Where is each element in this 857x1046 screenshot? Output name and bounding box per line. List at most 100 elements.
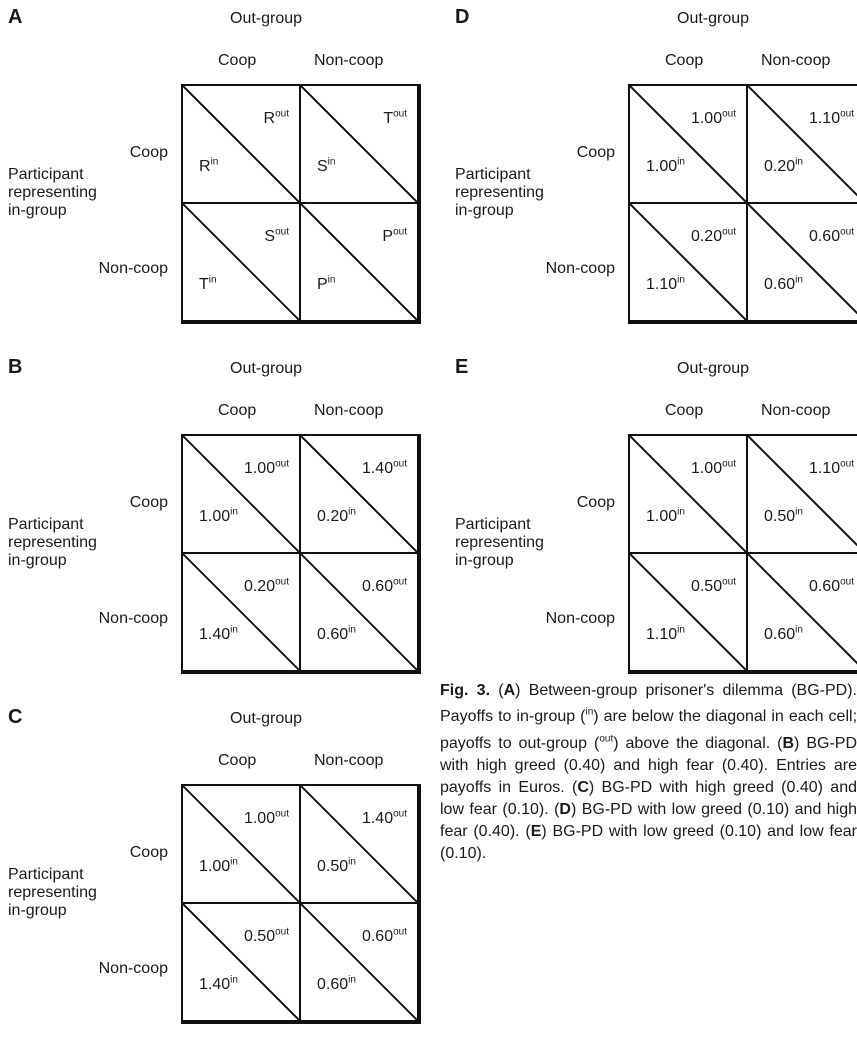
in-group-payoff: 1.10in xyxy=(646,625,685,644)
in-superscript: in xyxy=(210,156,219,168)
cell-diagonal xyxy=(748,86,857,197)
payoff-matrix: 1.00out 1.00in 1.40out 0.50in 0.50out 1.40in 0… xyxy=(181,784,421,1024)
caption-panel-ref: E xyxy=(530,822,542,840)
diagonal-line xyxy=(630,86,746,202)
diagonal-line xyxy=(630,204,746,320)
diagonal-line xyxy=(301,86,417,202)
out-group-payoff: 1.40out xyxy=(361,809,407,828)
caption-fig-label: Fig. 3. xyxy=(440,682,491,699)
out-superscript: out xyxy=(275,808,289,820)
in-superscript: in xyxy=(230,856,238,868)
in-group-payoff-value: 1.10 xyxy=(646,276,678,293)
caption-text: ) BG-PD with low greed (0.10) and high f… xyxy=(440,800,857,840)
out-superscript: out xyxy=(275,458,289,470)
diagonal-line xyxy=(301,904,417,1020)
in-group-payoff-value: 0.50 xyxy=(764,508,796,525)
in-group-payoff: 0.60in xyxy=(317,624,356,644)
in-group-payoff: 0.50in xyxy=(764,506,803,526)
column-header-noncoop: Non-coop xyxy=(761,402,831,419)
cell-noncoop-noncoop: Pout Pin xyxy=(299,202,419,322)
cell-diagonal xyxy=(301,86,417,202)
row-header-coop: Coop xyxy=(129,494,168,511)
in-group-payoff-value: 1.00 xyxy=(199,858,231,875)
cell-noncoop-noncoop: 0.60out 0.60in xyxy=(746,552,857,672)
out-group-payoff-value: 1.10 xyxy=(808,110,841,127)
column-header-coop: Coop xyxy=(665,402,704,419)
participant-label-line: Participant xyxy=(455,166,531,183)
row-header-noncoop: Non-coop xyxy=(98,610,168,627)
out-superscript: out xyxy=(275,108,289,120)
column-header-noncoop: Non-coop xyxy=(314,402,384,419)
participant-label-line: representing xyxy=(8,184,97,201)
panel-a: A Out-group Coop Non-coop Coop Non-coop Partic… xyxy=(8,6,428,346)
diagonal-line xyxy=(301,204,417,320)
out-group-payoff: Rout xyxy=(264,108,289,128)
participant-label: Participant representing in-group xyxy=(455,516,544,570)
figure-caption: Fig. 3. (A) Between-group prisoner's dil… xyxy=(440,680,857,865)
cell-diagonal xyxy=(301,786,417,902)
out-group-payoff: 0.50out xyxy=(244,927,289,946)
in-superscript: in xyxy=(795,624,803,636)
in-group-payoff-value: 0.20 xyxy=(764,158,796,175)
row-header-coop: Coop xyxy=(129,844,168,861)
participant-label-line: Participant xyxy=(8,516,84,533)
in-superscript: in xyxy=(677,506,685,518)
out-superscript: out xyxy=(722,226,736,238)
out-group-payoff-value: 0.50 xyxy=(690,578,723,595)
cell-diagonal xyxy=(630,204,746,320)
caption-text: ) BG-PD with high greed (0.40) and low f… xyxy=(440,778,857,818)
out-group-payoff: 1.00out xyxy=(691,459,736,478)
out-superscript: out xyxy=(840,458,854,470)
participant-label-line: in-group xyxy=(455,552,514,569)
cell-coop-noncoop: 1.40out 0.20in xyxy=(299,434,419,554)
out-group-payoff-value: S xyxy=(264,228,276,245)
row-header-noncoop: Non-coop xyxy=(98,260,168,277)
diagonal-line xyxy=(301,786,417,902)
diagonal-line xyxy=(183,436,299,552)
out-group-payoff: 1.10out xyxy=(808,109,854,128)
cell-coop-coop: Rout Rin xyxy=(181,84,301,204)
diagonal-line xyxy=(183,86,299,202)
out-group-label: Out-group xyxy=(230,10,303,27)
out-superscript: out xyxy=(393,226,407,238)
diagonal-line xyxy=(183,554,299,670)
out-superscript: out xyxy=(722,576,736,588)
payoff-matrix: 1.00out 1.00in 1.10out 0.20in 0.20out 1.10in 0… xyxy=(628,84,857,324)
caption-text: ) above the diagonal. ( xyxy=(613,734,783,752)
participant-label-line: representing xyxy=(8,884,97,901)
out-group-payoff: 0.60out xyxy=(809,577,854,596)
cell-diagonal xyxy=(183,786,299,902)
in-group-payoff: 1.00in xyxy=(199,856,238,876)
out-group-payoff: 0.60out xyxy=(362,576,407,596)
cell-coop-coop: 1.00 out 1.00in xyxy=(181,784,301,904)
cell-diagonal xyxy=(183,554,299,670)
cell-diagonal xyxy=(748,204,857,315)
out-superscript: out xyxy=(393,576,407,588)
in-group-payoff: 0.60in xyxy=(764,274,803,294)
out-group-payoff: 1.40out xyxy=(362,459,407,478)
cell-diagonal xyxy=(301,436,417,552)
caption-text: ) BG-PD with high greed (0.40) and high … xyxy=(440,734,857,796)
cell-diagonal xyxy=(183,204,299,320)
panel-e: E Out-group Coop Non-coop Coop Non-coop Partic… xyxy=(455,356,857,696)
diagonal-line xyxy=(183,904,299,1020)
in-group-payoff: 1.40in xyxy=(199,625,238,644)
in-superscript: in xyxy=(795,506,803,518)
out-superscript: out xyxy=(393,926,407,938)
in-superscript: in xyxy=(795,156,803,168)
panel-b: B Out-group Coop Non-coop Coop Non-coop Partic… xyxy=(8,356,428,696)
caption-panel-ref: D xyxy=(559,800,571,818)
cell-diagonal xyxy=(183,904,299,1020)
in-group-payoff-value: T xyxy=(199,276,209,293)
in-group-payoff-value: 1.40 xyxy=(199,976,231,993)
in-superscript: in xyxy=(208,274,217,286)
diagonal-line xyxy=(748,554,857,665)
cell-diagonal xyxy=(748,436,857,547)
cell-diagonal xyxy=(301,554,417,670)
out-group-payoff-value: 0.60 xyxy=(808,228,841,245)
cell-noncoop-coop: 0.50out 1.40in xyxy=(181,902,301,1022)
participant-label-line: representing xyxy=(8,534,97,551)
out-group-payoff-value: 1.40 xyxy=(361,810,394,827)
in-superscript: in xyxy=(348,624,356,636)
in-superscript: in xyxy=(795,274,803,286)
